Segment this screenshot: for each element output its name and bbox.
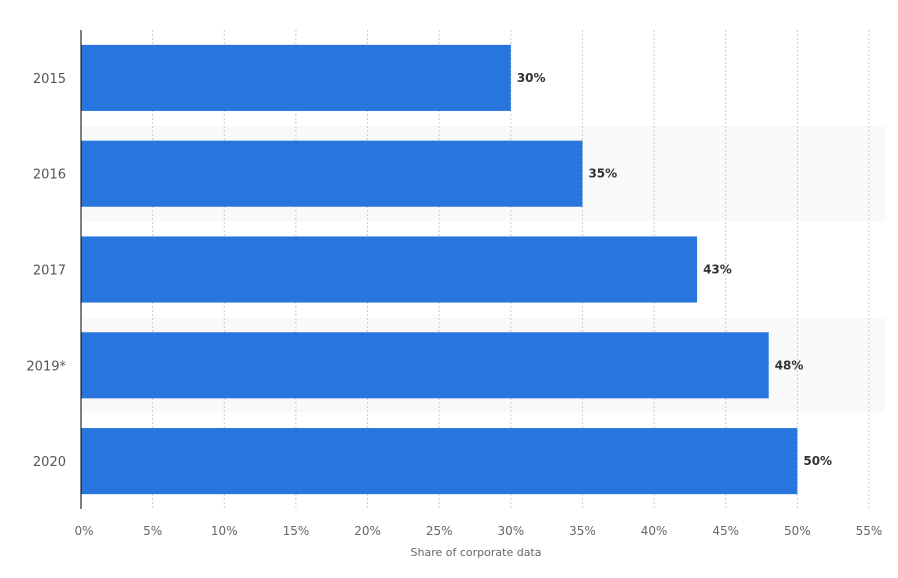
x-tick-label: 20%: [354, 524, 381, 538]
data-label: 48%: [775, 358, 804, 372]
x-tick-label: 30%: [497, 524, 524, 538]
category-label: 2020: [33, 455, 66, 470]
x-tick-label: 10%: [211, 524, 238, 538]
bar-2015: [81, 44, 511, 111]
x-tick-label: 35%: [569, 524, 596, 538]
bars: 30% 35% 43% 48% 50%: [81, 44, 832, 495]
x-tick-label: 40%: [641, 524, 668, 538]
data-label: 30%: [517, 71, 546, 85]
category-label: 2015: [33, 72, 66, 87]
x-tick-label: 50%: [784, 524, 811, 538]
x-tick-label: 25%: [426, 524, 453, 538]
bar-2019: [81, 332, 769, 399]
x-axis-title: Share of corporate data: [411, 546, 542, 559]
category-label: 2017: [33, 264, 66, 279]
bar-2016: [81, 140, 583, 207]
bar-2020: [81, 428, 798, 495]
x-tick-label: 15%: [283, 524, 310, 538]
x-tick-labels: 0% 5% 10% 15% 20% 25% 30% 35% 40% 45% 50% 55%: [74, 524, 882, 538]
data-label: 50%: [803, 454, 832, 468]
x-tick-label: 55%: [856, 524, 883, 538]
bar-2017: [81, 236, 698, 303]
x-tick-label: 45%: [712, 524, 739, 538]
x-tick-label: 5%: [143, 524, 162, 538]
category-label: 2019*: [26, 359, 66, 374]
data-label: 35%: [588, 167, 617, 181]
data-label: 43%: [703, 263, 732, 277]
x-tick-label: 0%: [74, 524, 93, 538]
category-labels: 2015 2016 2017 2019* 2020: [26, 72, 66, 470]
category-label: 2016: [33, 168, 66, 183]
